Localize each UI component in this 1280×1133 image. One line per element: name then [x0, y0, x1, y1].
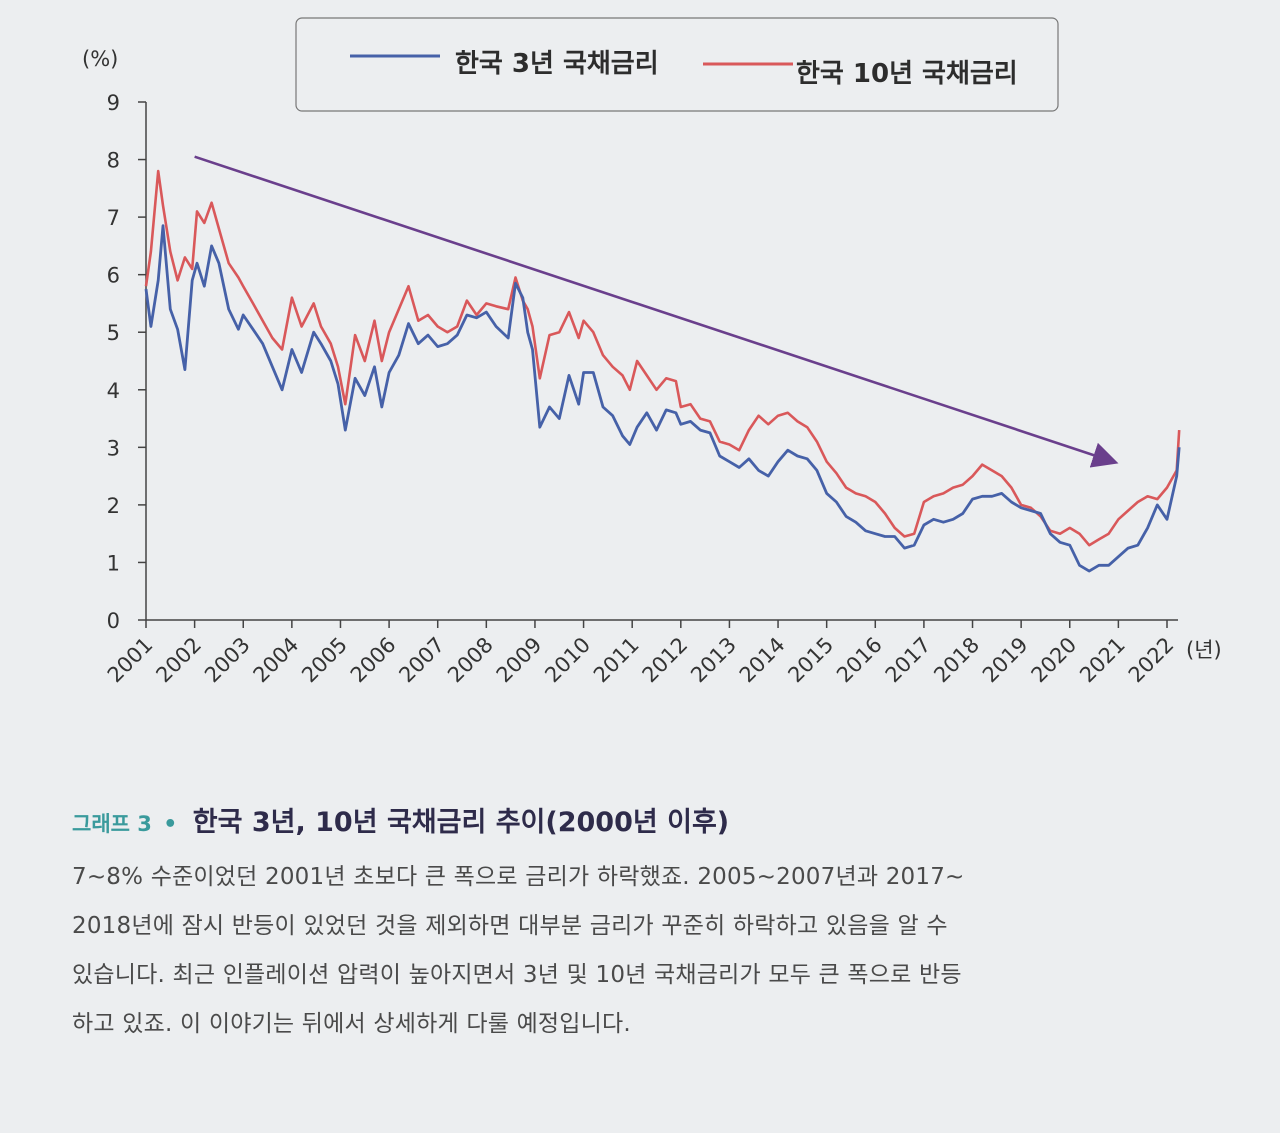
x-tick-label: 2002 [151, 633, 206, 688]
paragraph-line: 2018년에 잠시 반등이 있었던 것을 제외하면 대부분 금리가 꾸준히 하락… [72, 913, 948, 939]
x-tick-label: 2011 [589, 633, 644, 688]
x-tick-label: 2021 [1075, 633, 1130, 688]
x-tick-label: 2001 [103, 633, 158, 688]
y-tick-label: 8 [107, 149, 120, 173]
x-unit-label: (년) [1186, 638, 1222, 662]
x-tick-label: 2014 [735, 633, 790, 688]
series-line-3y [144, 224, 1181, 573]
x-tick-label: 2017 [881, 633, 936, 688]
y-tick-label: 7 [107, 206, 120, 230]
x-tick-label: 2008 [443, 633, 498, 688]
y-tick-label: 4 [107, 379, 120, 403]
y-tick-label: 0 [107, 609, 120, 633]
caption-paragraph: 7~8% 수준이었던 2001년 초보다 큰 폭으로 금리가 하락했죠. 200… [72, 853, 1242, 1049]
x-tick-label: 2007 [394, 633, 449, 688]
legend-label-3y: 한국 3년 국채금리 [455, 49, 659, 79]
x-tick-label: 2006 [346, 633, 401, 688]
x-tick-label: 2004 [249, 633, 304, 688]
y-tick-label: 5 [107, 321, 120, 345]
x-axis-ticks: 2001200220032004200520062007200820092010… [103, 620, 1179, 687]
trend-arrow [194, 155, 1119, 468]
x-tick-label: 2016 [832, 633, 887, 688]
y-tick-label: 2 [107, 494, 120, 518]
x-tick-label: 2022 [1124, 633, 1179, 688]
y-unit-label: (%) [82, 47, 118, 71]
x-tick-label: 2009 [492, 633, 547, 688]
x-tick-label: 2020 [1027, 633, 1082, 688]
x-tick-label: 2010 [540, 633, 595, 688]
line-chart: 한국 3년 국채금리 한국 10년 국채금리 (%) (년) 0 1 2 3 4 5 6 7 8… [82, 17, 1222, 687]
caption-title-row: 그래프 3 • 한국 3년, 10년 국채금리 추이(2000년 이후) [72, 800, 1242, 839]
paragraph-line: 7~8% 수준이었던 2001년 초보다 큰 폭으로 금리가 하락했죠. 200… [72, 864, 965, 890]
y-tick-label: 1 [107, 551, 120, 575]
x-tick-label: 2018 [929, 633, 984, 688]
x-tick-label: 2003 [200, 633, 255, 688]
y-tick-label: 3 [107, 436, 120, 460]
y-axis-ticks: 0 1 2 3 4 5 6 7 8 9 [107, 91, 146, 633]
figure-label: 그래프 3 [72, 812, 152, 836]
legend-label-10y: 한국 10년 국채금리 [796, 59, 1018, 89]
y-tick-label: 6 [107, 264, 120, 288]
x-tick-label: 2015 [783, 633, 838, 688]
legend: 한국 3년 국채금리 한국 10년 국채금리 [295, 17, 1059, 112]
x-tick-label: 2005 [297, 633, 352, 688]
x-tick-label: 2013 [686, 633, 741, 688]
y-tick-label: 9 [107, 91, 120, 115]
paragraph-line: 하고 있죠. 이 이야기는 뒤에서 상세하게 다룰 예정입니다. [72, 1011, 631, 1037]
caption: 그래프 3 • 한국 3년, 10년 국채금리 추이(2000년 이후) 7~8… [72, 800, 1242, 1049]
series-line-10y [144, 169, 1181, 547]
figure-title: 한국 3년, 10년 국채금리 추이(2000년 이후) [192, 807, 730, 838]
legend-box [295, 17, 1059, 112]
x-tick-label: 2019 [978, 633, 1033, 688]
figure-bullet: • [163, 812, 178, 837]
x-tick-label: 2012 [638, 633, 693, 688]
paragraph-line: 있습니다. 최근 인플레이션 압력이 높아지면서 3년 및 10년 국채금리가 … [72, 962, 962, 988]
